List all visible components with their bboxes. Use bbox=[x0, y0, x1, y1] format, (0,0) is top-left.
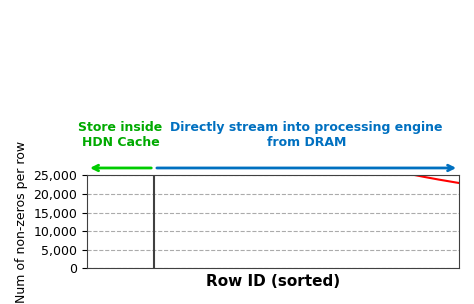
Y-axis label: Num of non-zeros per row: Num of non-zeros per row bbox=[15, 141, 28, 303]
Text: Directly stream into processing engine
from DRAM: Directly stream into processing engine f… bbox=[170, 121, 443, 149]
X-axis label: Row ID (sorted): Row ID (sorted) bbox=[206, 274, 340, 289]
Text: Store inside
HDN Cache: Store inside HDN Cache bbox=[79, 121, 163, 149]
